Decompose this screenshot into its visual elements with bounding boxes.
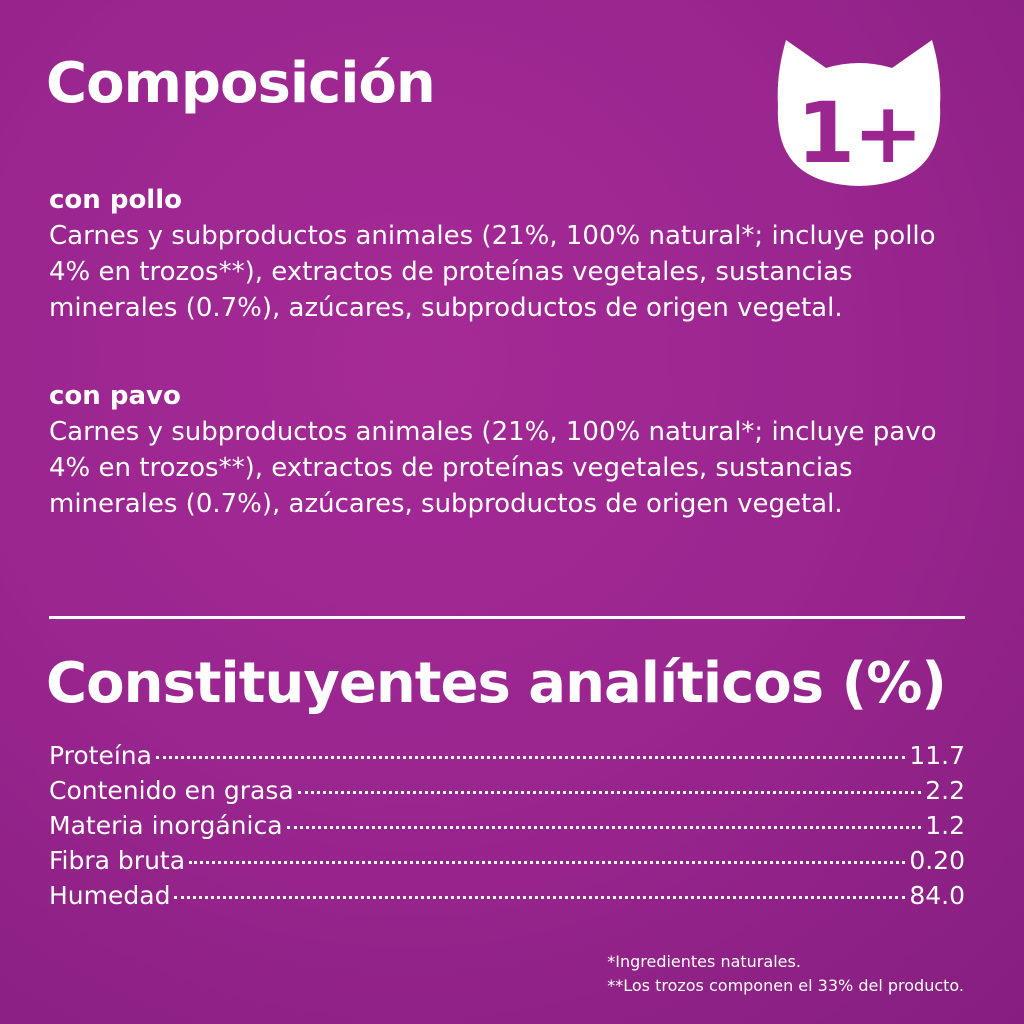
section-heading: con pavo [49, 381, 181, 411]
analytics-title: Constituyentes analíticos (%) [46, 651, 947, 716]
row-value: 0.20 [909, 846, 965, 875]
analytics-row: Proteína 11.7 [49, 741, 965, 776]
dot-leader [297, 791, 922, 794]
analytics-row: Contenido en grasa 2.2 [49, 776, 965, 811]
row-label: Fibra bruta [49, 846, 186, 875]
row-value: 2.2 [925, 776, 965, 805]
row-label: Materia inorgánica [49, 811, 283, 840]
row-label: Contenido en grasa [49, 776, 294, 805]
dot-leader [155, 756, 906, 759]
row-value: 84.0 [909, 881, 965, 910]
row-value: 11.7 [909, 741, 965, 770]
dot-leader [174, 896, 906, 899]
row-value: 1.2 [925, 811, 965, 840]
composition-section-pollo: con pollo Carnes y subproductos animales… [49, 182, 999, 326]
age-badge-label: 1+ [797, 84, 922, 182]
dot-leader [189, 861, 906, 864]
row-label: Humedad [49, 881, 171, 910]
footnote: **Los trozos componen el 33% del product… [607, 976, 964, 995]
analytics-row: Humedad 84.0 [49, 881, 965, 916]
dot-leader [286, 826, 922, 829]
analytics-row: Materia inorgánica 1.2 [49, 811, 965, 846]
composition-title: Composición [46, 51, 436, 116]
footnote: *Ingredientes naturales. [607, 952, 801, 971]
row-label: Proteína [49, 741, 152, 770]
section-text: Carnes y subproductos animales (21%, 100… [49, 221, 936, 323]
composition-section-pavo: con pavo Carnes y subproductos animales … [49, 378, 999, 522]
section-heading: con pollo [49, 185, 182, 215]
cat-head-icon: 1+ [777, 40, 941, 186]
section-text: Carnes y subproductos animales (21%, 100… [49, 417, 937, 519]
analytics-row: Fibra bruta 0.20 [49, 846, 965, 881]
section-divider [49, 616, 965, 619]
footnotes: *Ingredientes naturales. **Los trozos co… [607, 950, 964, 998]
analytics-table: Proteína 11.7 Contenido en grasa 2.2 Mat… [49, 741, 965, 916]
